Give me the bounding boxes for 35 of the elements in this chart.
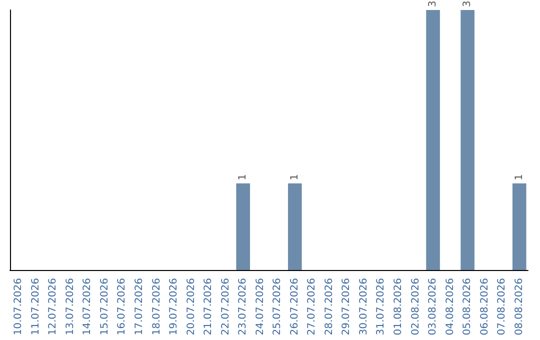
x-tick-label: 07.08.2026 (496, 278, 508, 336)
x-tick-label: 24.07.2026 (254, 278, 266, 336)
x-tick-label: 13.07.2026 (64, 278, 76, 336)
x-tick-label: 30.07.2026 (358, 278, 370, 336)
x-tick-label: 20.07.2026 (186, 278, 197, 336)
x-tick-label: 05.08.2026 (462, 278, 474, 336)
data-label: 1 (238, 174, 249, 180)
x-tick-label: 26.07.2026 (289, 278, 300, 336)
x-tick-label: 01.08.2026 (393, 278, 404, 336)
x-tick-label: 17.07.2026 (134, 278, 145, 336)
x-tick-label: 15.07.2026 (99, 278, 110, 336)
x-tick-label: 14.07.2026 (82, 278, 94, 336)
x-tick-label: 18.07.2026 (151, 278, 162, 336)
x-tick-label: 27.07.2026 (306, 278, 318, 336)
x-tick-label: 08.08.2026 (514, 278, 525, 336)
x-tick-label: 12.07.2026 (48, 278, 59, 336)
x-tick-label: 22.07.2026 (220, 278, 232, 336)
x-tick-label: 16.07.2026 (116, 278, 128, 336)
x-tick-label: 21.07.2026 (203, 278, 214, 336)
x-tick-label: 23.07.2026 (238, 278, 249, 336)
x-tick-label: 03.08.2026 (428, 278, 439, 336)
x-tick-label: 29.07.2026 (341, 278, 352, 336)
x-tick-label: 02.08.2026 (410, 278, 422, 336)
x-tick-label: 25.07.2026 (272, 278, 284, 336)
x-tick-label: 06.08.2026 (479, 278, 490, 336)
x-tick-label: 19.07.2026 (168, 278, 180, 336)
data-label: 1 (514, 174, 525, 180)
x-tick-label: 10.07.2026 (13, 278, 24, 336)
data-label: 1 (289, 174, 300, 180)
x-tick-label: 11.07.2026 (30, 278, 42, 336)
data-label: 3 (428, 0, 439, 7)
x-tick-label: 28.07.2026 (324, 278, 335, 336)
x-tick-label: 04.08.2026 (444, 278, 456, 336)
x-tick-label: 31.07.2026 (376, 278, 387, 336)
data-label: 3 (462, 0, 474, 7)
